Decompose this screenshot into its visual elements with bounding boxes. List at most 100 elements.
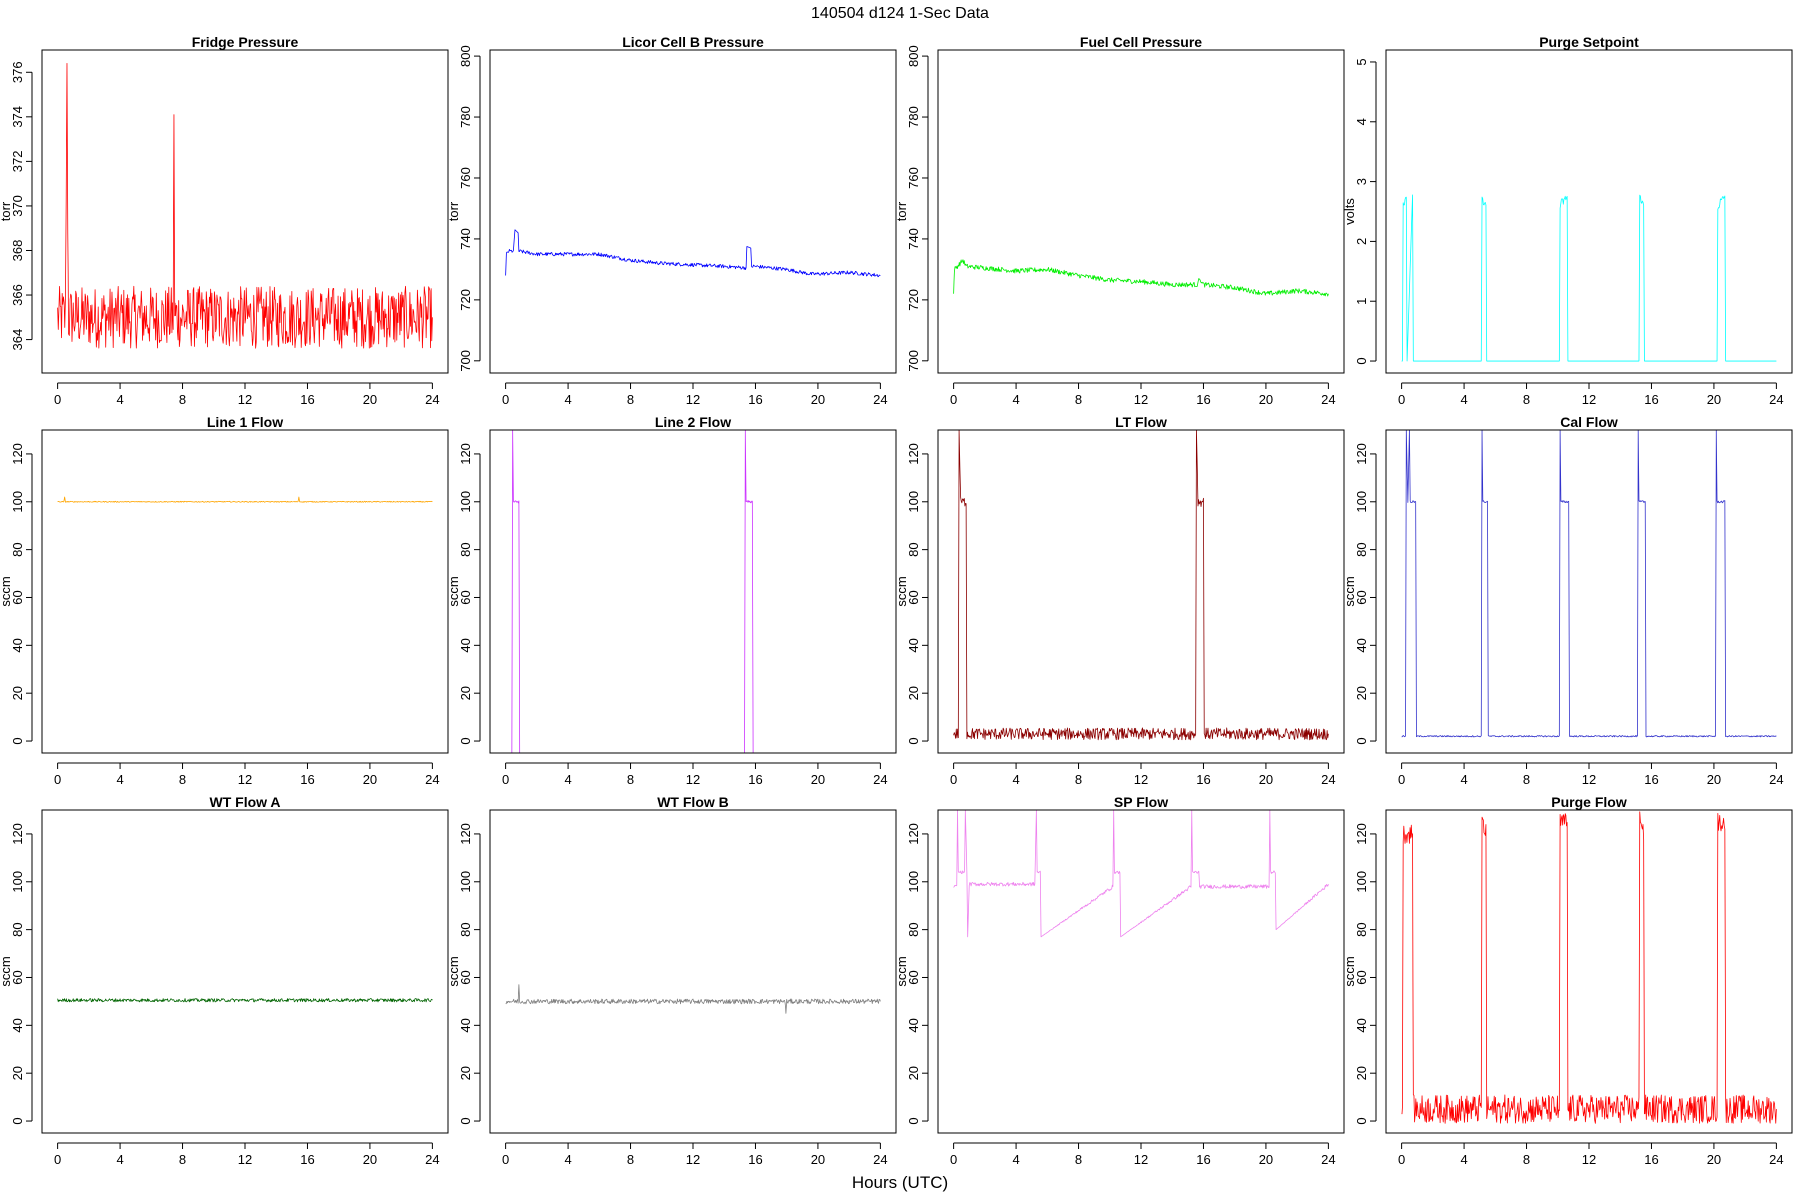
line-1-flow-line: [57, 496, 433, 503]
lt-flow-x-axis: 0 4 8 12 16 20 24: [950, 762, 1336, 787]
licor-cell-b-pressure-y-label: torr: [446, 201, 461, 221]
purge-setpoint-y-tick-label: 4: [1354, 118, 1369, 125]
wt-flow-a-x-tick-label: 8: [179, 1152, 186, 1167]
line-2-flow-x-tick-label: 12: [686, 772, 700, 787]
sp-flow-y-tick-label: 80: [906, 922, 921, 936]
panel-licor-cell-b-pressure: 0 4 8 12 16 20 24 700 720 740 760 780 800 torr Licor C…: [446, 34, 897, 407]
fuel-cell-pressure-x-axis: 0 4 8 12 16 20 24: [950, 382, 1336, 407]
licor-cell-b-pressure-frame: [489, 49, 897, 374]
purge-flow-x-tick-label: 8: [1523, 1152, 1530, 1167]
wt-flow-b-y-label: sccm: [446, 956, 461, 986]
cal-flow-y-tick-label: 80: [1354, 542, 1369, 556]
wt-flow-b-x-tick-label: 16: [748, 1152, 762, 1167]
wt-flow-b-x-tick-label: 20: [811, 1152, 825, 1167]
purge-flow-y-axis: 0 20 40 60 80 100 120: [1354, 823, 1377, 1125]
panel-cal-flow: 0 4 8 12 16 20 24 0 20 40 60 80 100 120 sccm Cal Flow: [1342, 414, 1793, 787]
fuel-cell-pressure-y-tick-label: 740: [906, 228, 921, 250]
wt-flow-b-y-tick-label: 120: [458, 823, 473, 845]
purge-flow-frame: [1385, 809, 1793, 1134]
lt-flow-y-label: sccm: [894, 576, 909, 606]
lt-flow-y-axis: 0 20 40 60 80 100 120: [906, 443, 929, 745]
wt-flow-b-y-axis: 0 20 40 60 80 100 120: [458, 823, 481, 1125]
sp-flow-y-tick-label: 40: [906, 1018, 921, 1032]
wt-flow-b-line: [505, 984, 881, 1014]
line-1-flow-x-tick-label: 20: [363, 772, 377, 787]
purge-setpoint-y-tick-label: 2: [1354, 238, 1369, 245]
line-1-flow-x-axis: 0 4 8 12 16 20 24: [54, 762, 440, 787]
wt-flow-a-y-tick-label: 0: [10, 1117, 25, 1124]
purge-flow-x-axis: 0 4 8 12 16 20 24: [1398, 1142, 1784, 1167]
line-2-flow-line: [505, 430, 881, 753]
panel-fridge-pressure: 0 4 8 12 16 20 24 364 366 368 370 372 374 376 torr Frid…: [0, 34, 449, 407]
wt-flow-a-x-tick-label: 16: [300, 1152, 314, 1167]
sp-flow-frame: [937, 809, 1345, 1134]
purge-setpoint-y-label: volts: [1342, 198, 1357, 225]
panel-sp-flow: 0 4 8 12 16 20 24 0 20 40 60 80 100 120 sccm SP Flow: [894, 794, 1345, 1167]
fridge-pressure-y-axis: 364 366 368 370 372 374 376: [10, 61, 33, 351]
licor-cell-b-pressure-y-axis: 700 720 740 760 780 800: [458, 45, 481, 372]
fuel-cell-pressure-series: [953, 259, 1329, 297]
line-1-flow-series: [57, 496, 433, 503]
purge-flow-x-tick-label: 4: [1460, 1152, 1467, 1167]
fuel-cell-pressure-x-tick-label: 4: [1012, 392, 1019, 407]
panel-line-1-flow: 0 4 8 12 16 20 24 0 20 40 60 80 100 120 sccm Line 1 Flo…: [0, 414, 449, 787]
lt-flow-y-tick-label: 0: [906, 737, 921, 744]
cal-flow-x-tick-label: 16: [1644, 772, 1658, 787]
purge-setpoint-x-tick-label: 0: [1398, 392, 1405, 407]
panel-lt-flow: 0 4 8 12 16 20 24 0 20 40 60 80 100 120 sccm LT Flow: [894, 414, 1345, 787]
licor-cell-b-pressure-x-tick-label: 0: [502, 392, 509, 407]
line-2-flow-y-tick-label: 60: [458, 590, 473, 604]
sp-flow-x-tick-label: 16: [1196, 1152, 1210, 1167]
sp-flow-y-tick-label: 120: [906, 823, 921, 845]
fridge-pressure-y-tick-label: 368: [10, 240, 25, 262]
cal-flow-y-tick-label: 120: [1354, 443, 1369, 465]
licor-cell-b-pressure-title: Licor Cell B Pressure: [622, 34, 764, 50]
lt-flow-series: [953, 430, 1329, 741]
licor-cell-b-pressure-y-tick-label: 700: [458, 350, 473, 372]
wt-flow-a-x-tick-label: 24: [425, 1152, 439, 1167]
fuel-cell-pressure-y-tick-label: 800: [906, 45, 921, 67]
line-2-flow-x-tick-label: 24: [873, 772, 887, 787]
lt-flow-y-tick-label: 60: [906, 590, 921, 604]
purge-setpoint-x-axis: 0 4 8 12 16 20 24: [1398, 382, 1784, 407]
lt-flow-frame: [937, 429, 1345, 754]
purge-flow-series: [1401, 811, 1777, 1124]
wt-flow-a-y-tick-label: 100: [10, 871, 25, 893]
wt-flow-a-x-tick-label: 4: [116, 1152, 123, 1167]
purge-flow-y-tick-label: 40: [1354, 1018, 1369, 1032]
line-1-flow-y-tick-label: 80: [10, 542, 25, 556]
cal-flow-x-tick-label: 8: [1523, 772, 1530, 787]
wt-flow-b-x-tick-label: 24: [873, 1152, 887, 1167]
fridge-pressure-title: Fridge Pressure: [192, 34, 299, 50]
sp-flow-x-tick-label: 4: [1012, 1152, 1019, 1167]
cal-flow-title: Cal Flow: [1560, 414, 1618, 430]
wt-flow-b-frame: [489, 809, 897, 1134]
licor-cell-b-pressure-y-tick-label: 720: [458, 289, 473, 311]
wt-flow-a-frame: [41, 809, 449, 1134]
fuel-cell-pressure-x-tick-label: 8: [1075, 392, 1082, 407]
fridge-pressure-x-tick-label: 12: [238, 392, 252, 407]
sp-flow-x-tick-label: 20: [1259, 1152, 1273, 1167]
wt-flow-a-y-tick-label: 120: [10, 823, 25, 845]
fridge-pressure-y-tick-label: 374: [10, 106, 25, 128]
cal-flow-y-tick-label: 0: [1354, 737, 1369, 744]
wt-flow-a-series: [57, 998, 433, 1003]
cal-flow-x-tick-label: 24: [1769, 772, 1783, 787]
line-1-flow-x-tick-label: 24: [425, 772, 439, 787]
purge-setpoint-y-tick-label: 3: [1354, 178, 1369, 185]
wt-flow-a-x-axis: 0 4 8 12 16 20 24: [54, 1142, 440, 1167]
cal-flow-y-axis: 0 20 40 60 80 100 120: [1354, 443, 1377, 745]
wt-flow-b-y-tick-label: 80: [458, 922, 473, 936]
cal-flow-y-tick-label: 40: [1354, 638, 1369, 652]
wt-flow-b-x-tick-label: 8: [627, 1152, 634, 1167]
lt-flow-x-tick-label: 0: [950, 772, 957, 787]
licor-cell-b-pressure-x-tick-label: 24: [873, 392, 887, 407]
purge-setpoint-y-tick-label: 5: [1354, 58, 1369, 65]
line-2-flow-x-tick-label: 4: [564, 772, 571, 787]
sp-flow-y-tick-label: 60: [906, 970, 921, 984]
cal-flow-x-tick-label: 20: [1707, 772, 1721, 787]
fridge-pressure-y-tick-label: 364: [10, 329, 25, 351]
sp-flow-x-tick-label: 0: [950, 1152, 957, 1167]
